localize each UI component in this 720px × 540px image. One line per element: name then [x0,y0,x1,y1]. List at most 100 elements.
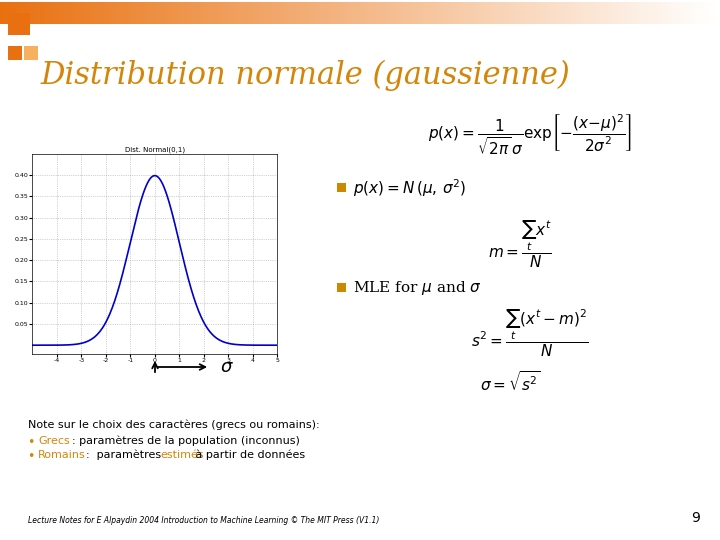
Bar [325,2,328,24]
Bar [340,2,343,24]
Bar [484,2,487,24]
Bar [349,2,352,24]
Bar [359,2,361,24]
Bar [166,2,169,24]
Bar [130,2,133,24]
Text: :  paramètres: : paramètres [86,450,165,461]
Bar [482,2,485,24]
Bar [667,2,670,24]
Bar [337,2,340,24]
Bar [24,2,27,24]
Bar [619,2,622,24]
Bar [421,2,424,24]
Bar [96,2,99,24]
Bar [270,2,273,24]
Bar [624,2,626,24]
Bar [106,2,109,24]
Bar [505,2,508,24]
Bar [376,2,379,24]
Bar [604,2,608,24]
Bar [75,2,78,24]
Bar [441,2,444,24]
Bar [29,2,32,24]
Text: : paramètres de la population (inconnus): : paramètres de la population (inconnus) [72,436,300,447]
Bar [455,2,458,24]
Bar [31,2,35,24]
Bar [219,2,222,24]
Bar [383,2,386,24]
Bar [523,2,526,24]
Text: Note sur le choix des caractères (grecs ou romains):: Note sur le choix des caractères (grecs … [28,420,320,430]
Bar [188,2,191,24]
Bar [407,2,410,24]
Bar [689,2,692,24]
Bar [318,2,321,24]
Bar [568,2,571,24]
Bar [400,2,402,24]
Bar [193,2,196,24]
Text: Grecs: Grecs [38,436,70,446]
Bar [469,2,472,24]
Bar [397,2,400,24]
Bar [210,2,212,24]
Bar [142,2,145,24]
Bar [79,2,82,24]
Bar [186,2,189,24]
Bar [674,2,677,24]
Bar [306,2,309,24]
Bar [494,2,497,24]
Bar [101,2,104,24]
Bar [436,2,438,24]
Bar [701,2,703,24]
Text: $p(x) = N\,(\mu,\,\sigma^2)$: $p(x) = N\,(\mu,\,\sigma^2)$ [353,177,467,199]
Bar [564,2,567,24]
Bar [544,2,547,24]
Text: $\sigma = \sqrt{s^2}$: $\sigma = \sqrt{s^2}$ [480,370,541,394]
Bar [197,2,200,24]
Bar [256,2,258,24]
Bar [417,2,420,24]
Bar [395,2,398,24]
Bar [94,2,96,24]
Bar [496,2,499,24]
Bar [260,2,263,24]
Bar [46,2,49,24]
Bar [450,2,453,24]
Bar [557,2,559,24]
Bar [123,2,126,24]
Bar [498,2,501,24]
Bar [224,2,227,24]
Text: Lecture Notes for E Alpaydin 2004 Introduction to Machine Learning © The MIT Pre: Lecture Notes for E Alpaydin 2004 Introd… [28,516,379,525]
Bar [135,2,138,24]
Bar [120,2,123,24]
Bar [215,2,217,24]
Bar [487,2,490,24]
Bar [679,2,682,24]
Text: •: • [28,450,40,463]
Bar [149,2,152,24]
Bar [385,2,388,24]
Bar [19,2,22,24]
Title: Dist. Normal(0,1): Dist. Normal(0,1) [125,146,185,153]
Bar [539,2,542,24]
Bar [320,2,323,24]
Bar [534,2,538,24]
Bar [181,2,184,24]
Bar [438,2,441,24]
Bar [626,2,629,24]
Bar [614,2,617,24]
Bar [472,2,475,24]
Bar [168,2,171,24]
Bar [22,2,24,24]
Bar [648,2,651,24]
Bar [410,2,413,24]
Bar [2,2,5,24]
Bar [342,2,345,24]
Bar [351,2,354,24]
Bar [70,2,73,24]
Bar [258,2,261,24]
Bar [163,2,166,24]
Bar [706,2,708,24]
Bar [392,2,395,24]
Bar [364,2,366,24]
